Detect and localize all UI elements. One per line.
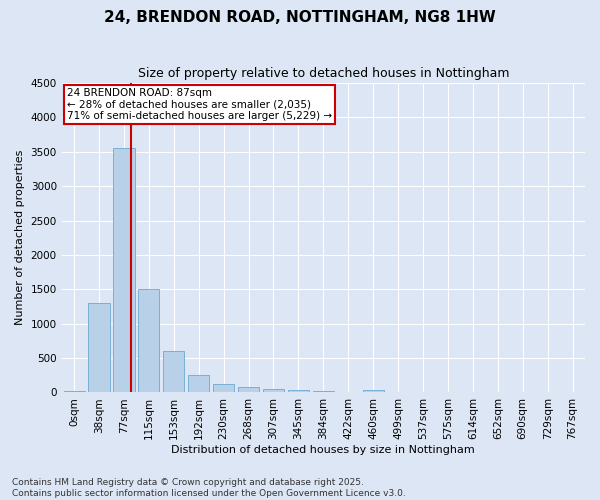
- Text: 24 BRENDON ROAD: 87sqm
← 28% of detached houses are smaller (2,035)
71% of semi-: 24 BRENDON ROAD: 87sqm ← 28% of detached…: [67, 88, 332, 121]
- Bar: [313, 391, 334, 392]
- Bar: [64, 391, 85, 392]
- Bar: [362, 390, 384, 392]
- Bar: [163, 351, 184, 393]
- Text: Contains HM Land Registry data © Crown copyright and database right 2025.
Contai: Contains HM Land Registry data © Crown c…: [12, 478, 406, 498]
- Bar: [138, 290, 160, 393]
- Bar: [113, 148, 134, 392]
- Bar: [263, 389, 284, 392]
- Bar: [288, 390, 309, 392]
- X-axis label: Distribution of detached houses by size in Nottingham: Distribution of detached houses by size …: [172, 445, 475, 455]
- Bar: [213, 384, 234, 392]
- Title: Size of property relative to detached houses in Nottingham: Size of property relative to detached ho…: [137, 68, 509, 80]
- Bar: [88, 303, 110, 392]
- Bar: [238, 387, 259, 392]
- Y-axis label: Number of detached properties: Number of detached properties: [15, 150, 25, 326]
- Bar: [188, 376, 209, 392]
- Text: 24, BRENDON ROAD, NOTTINGHAM, NG8 1HW: 24, BRENDON ROAD, NOTTINGHAM, NG8 1HW: [104, 10, 496, 25]
